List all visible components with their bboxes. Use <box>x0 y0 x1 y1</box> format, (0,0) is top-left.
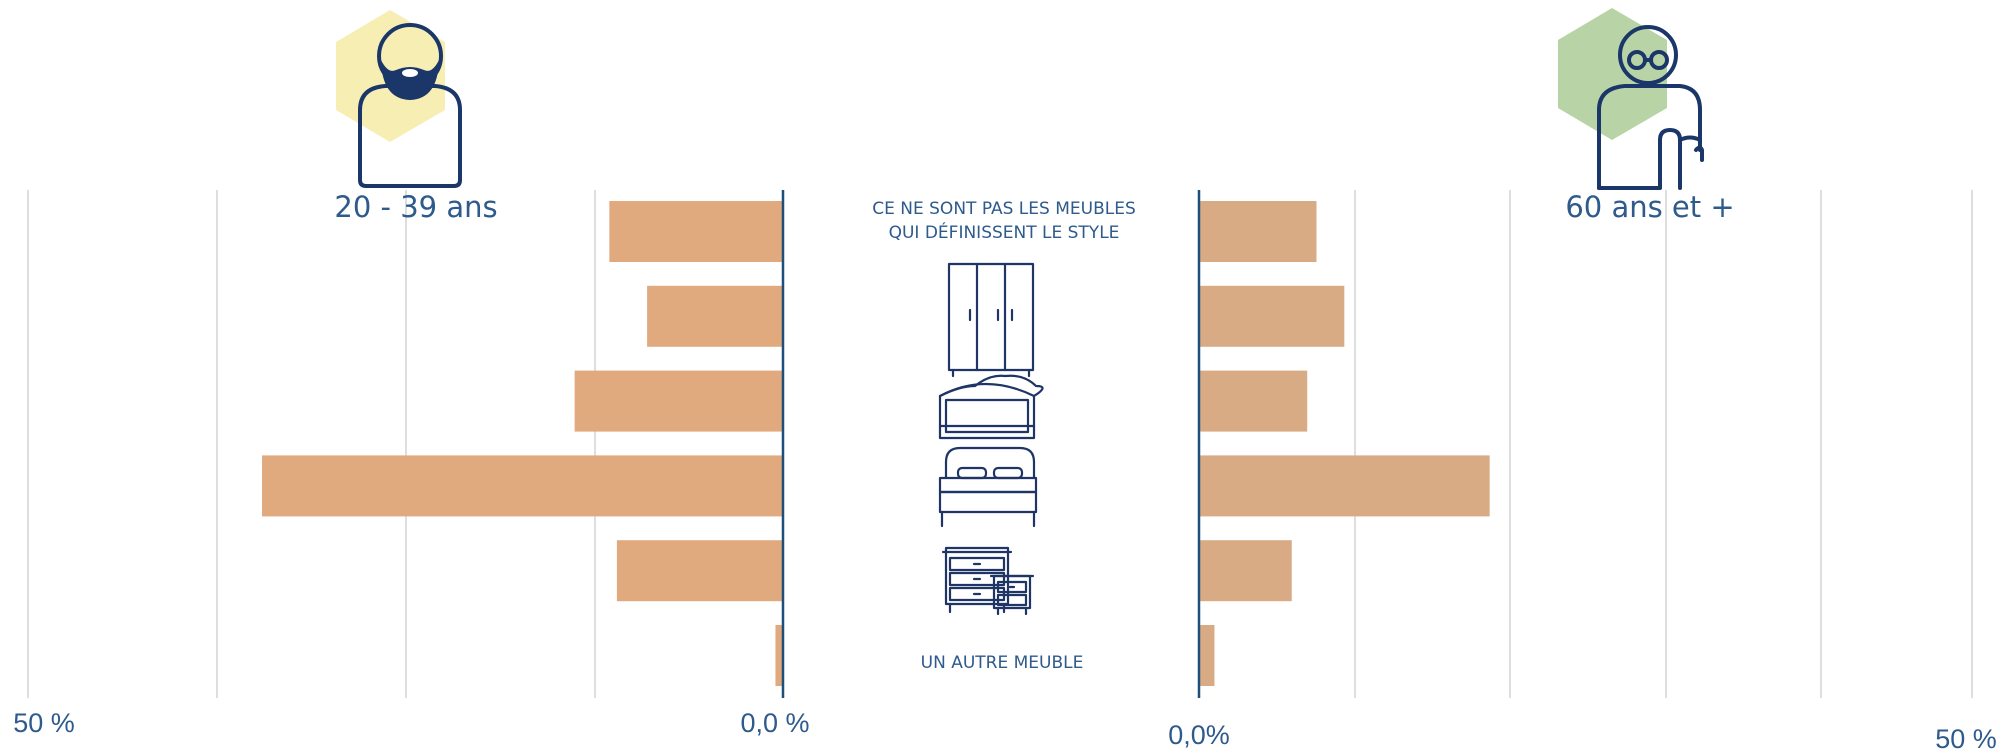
bed-icon <box>938 446 1038 528</box>
right-bar <box>1199 370 1308 432</box>
right-bar <box>1199 455 1490 517</box>
bearded-man-icon <box>336 10 462 188</box>
wardrobe-icon <box>947 262 1035 378</box>
right-axis-zero-label: 0,0% <box>1168 720 1230 750</box>
right-age-title: 60 ans et + <box>1565 190 1734 224</box>
older-man-glasses-icon <box>1558 8 1704 190</box>
dresser-icon <box>941 546 1035 616</box>
headboard-icon <box>938 374 1044 440</box>
left-bar <box>647 285 783 347</box>
right-bar <box>1199 540 1292 602</box>
left-bar <box>775 625 783 686</box>
left-axis-zero-label: 0,0 % <box>740 708 809 738</box>
right-axis-max-label: 50 % <box>1935 724 1997 750</box>
left-bar <box>262 455 783 517</box>
right-bar <box>1199 201 1317 262</box>
left-bar <box>574 370 783 432</box>
left-bar <box>609 201 783 262</box>
right-bar <box>1199 285 1345 347</box>
category-label-line-2: QUI DÉFINISSENT LE STYLE <box>889 221 1120 243</box>
right-bar <box>1199 625 1215 686</box>
left-bar <box>616 540 783 602</box>
left-axis-max-label: 50 % <box>13 708 75 738</box>
category-label-other: UN AUTRE MEUBLE <box>921 653 1084 673</box>
left-age-title: 20 - 39 ans <box>334 190 497 224</box>
category-label-line-1: CE NE SONT PAS LES MEUBLES <box>872 199 1135 219</box>
